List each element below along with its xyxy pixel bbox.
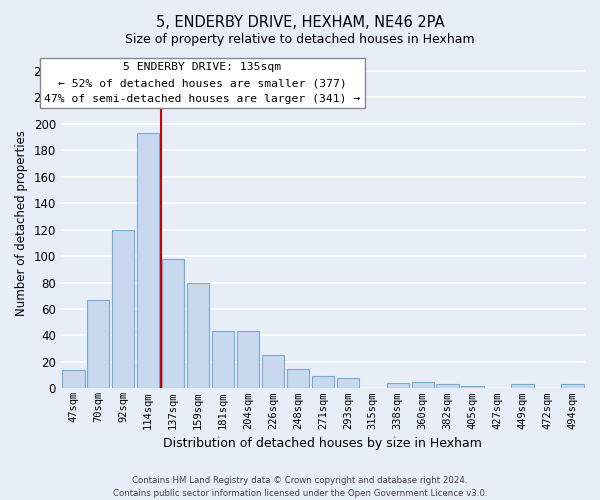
Bar	[311, 376, 334, 388]
Bar	[87, 300, 109, 388]
Bar	[436, 384, 459, 388]
Text: 5 ENDERBY DRIVE: 135sqm
← 52% of detached houses are smaller (377)
47% of semi-d: 5 ENDERBY DRIVE: 135sqm ← 52% of detache…	[44, 62, 361, 104]
Bar	[461, 386, 484, 388]
Text: Contains HM Land Registry data © Crown copyright and database right 2024.
Contai: Contains HM Land Registry data © Crown c…	[113, 476, 487, 498]
X-axis label: Distribution of detached houses by size in Hexham: Distribution of detached houses by size …	[163, 437, 482, 450]
Bar	[511, 384, 534, 388]
Bar	[62, 370, 85, 388]
Text: 5, ENDERBY DRIVE, HEXHAM, NE46 2PA: 5, ENDERBY DRIVE, HEXHAM, NE46 2PA	[155, 15, 445, 30]
Bar	[561, 384, 584, 388]
Bar	[412, 382, 434, 388]
Bar	[287, 368, 309, 388]
Bar	[386, 383, 409, 388]
Y-axis label: Number of detached properties: Number of detached properties	[15, 130, 28, 316]
Text: Size of property relative to detached houses in Hexham: Size of property relative to detached ho…	[125, 32, 475, 46]
Bar	[212, 332, 234, 388]
Bar	[137, 133, 160, 388]
Bar	[112, 230, 134, 388]
Bar	[187, 282, 209, 389]
Bar	[262, 356, 284, 388]
Bar	[162, 258, 184, 388]
Bar	[237, 332, 259, 388]
Bar	[337, 378, 359, 388]
